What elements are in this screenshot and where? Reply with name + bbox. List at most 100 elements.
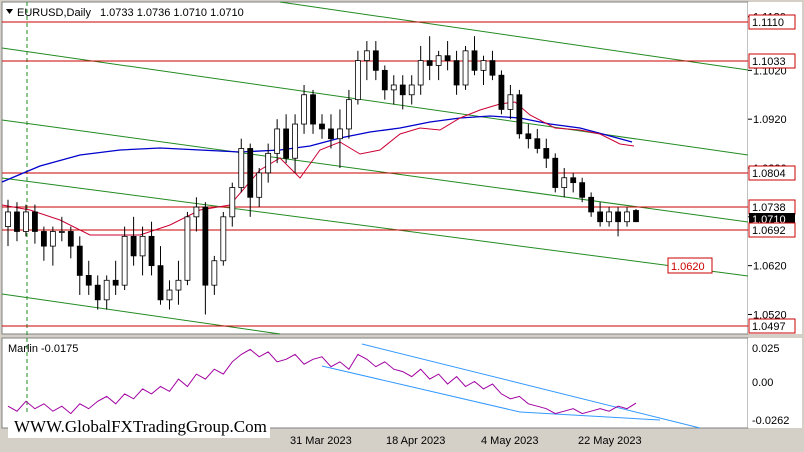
candle[interactable] [130, 216, 137, 266]
candle[interactable] [552, 153, 559, 193]
candle[interactable] [211, 255, 218, 295]
candle-body-bearish [453, 60, 460, 86]
candle[interactable] [516, 89, 523, 139]
candle[interactable] [265, 143, 272, 183]
candle[interactable] [121, 226, 128, 291]
candle[interactable] [256, 168, 263, 208]
level-label-box-1110 [748, 14, 796, 30]
candle[interactable] [390, 75, 397, 105]
channel-line-lower[interactable] [1, 177, 749, 277]
candle[interactable] [157, 246, 164, 305]
candle[interactable] [76, 236, 83, 295]
candle[interactable] [346, 89, 352, 139]
candle[interactable] [94, 275, 101, 310]
candle[interactable] [372, 41, 379, 81]
candle[interactable] [606, 207, 612, 227]
candle[interactable] [633, 209, 639, 223]
candle[interactable] [328, 114, 334, 149]
candle[interactable] [202, 202, 209, 315]
candle[interactable] [453, 50, 460, 95]
channel-line-bottom[interactable] [1, 293, 281, 335]
candle[interactable] [624, 207, 630, 227]
candle[interactable] [444, 41, 451, 71]
candle[interactable] [543, 138, 550, 168]
candle[interactable] [480, 55, 487, 85]
candle[interactable] [381, 65, 388, 100]
candle[interactable] [561, 168, 568, 198]
candle[interactable] [220, 211, 227, 266]
candle[interactable] [435, 50, 442, 81]
candle[interactable] [49, 226, 56, 266]
candle[interactable] [363, 41, 370, 81]
candle[interactable] [310, 89, 316, 134]
candle[interactable] [301, 85, 307, 134]
candle[interactable] [462, 45, 469, 90]
candle[interactable] [498, 70, 505, 115]
candle[interactable] [85, 260, 92, 295]
candle[interactable] [67, 226, 74, 259]
price-tick-label: 1.0520 [753, 309, 787, 321]
candle[interactable] [570, 172, 577, 193]
candle[interactable] [184, 211, 191, 286]
indicator-label: Marlin -0.0175 [8, 343, 78, 355]
candle[interactable] [489, 50, 496, 81]
candle[interactable] [354, 50, 361, 105]
candle[interactable] [471, 36, 478, 76]
channel-line-upper-mid[interactable] [1, 47, 749, 156]
marlin-channel-lower-b[interactable] [519, 411, 661, 421]
candle[interactable] [229, 182, 236, 227]
candle[interactable] [58, 216, 65, 242]
date-tick-4-may: 4 May 2023 [481, 435, 538, 447]
candle[interactable] [399, 75, 406, 110]
candle[interactable] [112, 260, 119, 295]
candle[interactable] [588, 192, 595, 217]
candle[interactable] [408, 75, 415, 105]
candle[interactable] [525, 124, 532, 149]
candle[interactable] [579, 177, 586, 203]
candle[interactable] [615, 207, 621, 237]
candle-body-bullish [49, 231, 56, 247]
channel-line-top[interactable] [279, 1, 749, 71]
candle[interactable] [32, 204, 38, 244]
candle[interactable] [337, 109, 343, 168]
candle[interactable] [103, 275, 110, 310]
candle[interactable] [175, 260, 182, 305]
candle[interactable] [40, 226, 47, 261]
marlin-channel-upper-a[interactable] [361, 343, 701, 429]
channel-line-middle[interactable] [1, 119, 749, 223]
candle[interactable] [417, 45, 424, 95]
candle[interactable] [166, 280, 173, 310]
dropdown-triangle-icon[interactable] [6, 9, 13, 14]
candle-body-bearish [489, 60, 496, 76]
candle[interactable] [14, 202, 20, 242]
marlin-channel-lower[interactable] [321, 365, 521, 413]
candle[interactable] [534, 128, 541, 154]
level-label-1033: 1.1033 [752, 56, 786, 68]
candle[interactable] [247, 143, 254, 217]
candle[interactable] [426, 36, 433, 81]
candle[interactable] [193, 197, 200, 232]
candle[interactable] [292, 114, 298, 173]
date-axis: 31 Mar 2023 18 Apr 2023 4 May 2023 22 Ma… [290, 435, 642, 447]
symbol-title: EURUSD,Daily [17, 7, 91, 19]
candle-body-bearish [444, 55, 451, 61]
candle[interactable] [597, 202, 604, 227]
candle[interactable] [283, 114, 290, 164]
candle[interactable] [139, 226, 146, 276]
chart-header: EURUSD,Daily 1.0733 1.0736 1.0710 1.0710 [6, 7, 244, 19]
candle[interactable] [319, 114, 325, 139]
candle[interactable] [148, 221, 155, 276]
candle-body-bullish [346, 99, 352, 130]
indicator-level-bottom: -0.0262 [752, 415, 789, 427]
level-label-box-0692 [748, 222, 796, 238]
level-label-box-0497 [748, 318, 796, 334]
candle[interactable] [507, 85, 514, 120]
candle[interactable] [238, 138, 245, 193]
target-label-box-0620[interactable] [667, 257, 713, 274]
indicator-panel[interactable] [1, 337, 749, 429]
candle[interactable] [274, 119, 281, 164]
candle[interactable] [5, 199, 11, 247]
candle[interactable] [23, 204, 29, 237]
target-label-0620[interactable]: 1.0620 [671, 261, 705, 273]
indicator-level-zero: 0.00 [752, 377, 773, 389]
